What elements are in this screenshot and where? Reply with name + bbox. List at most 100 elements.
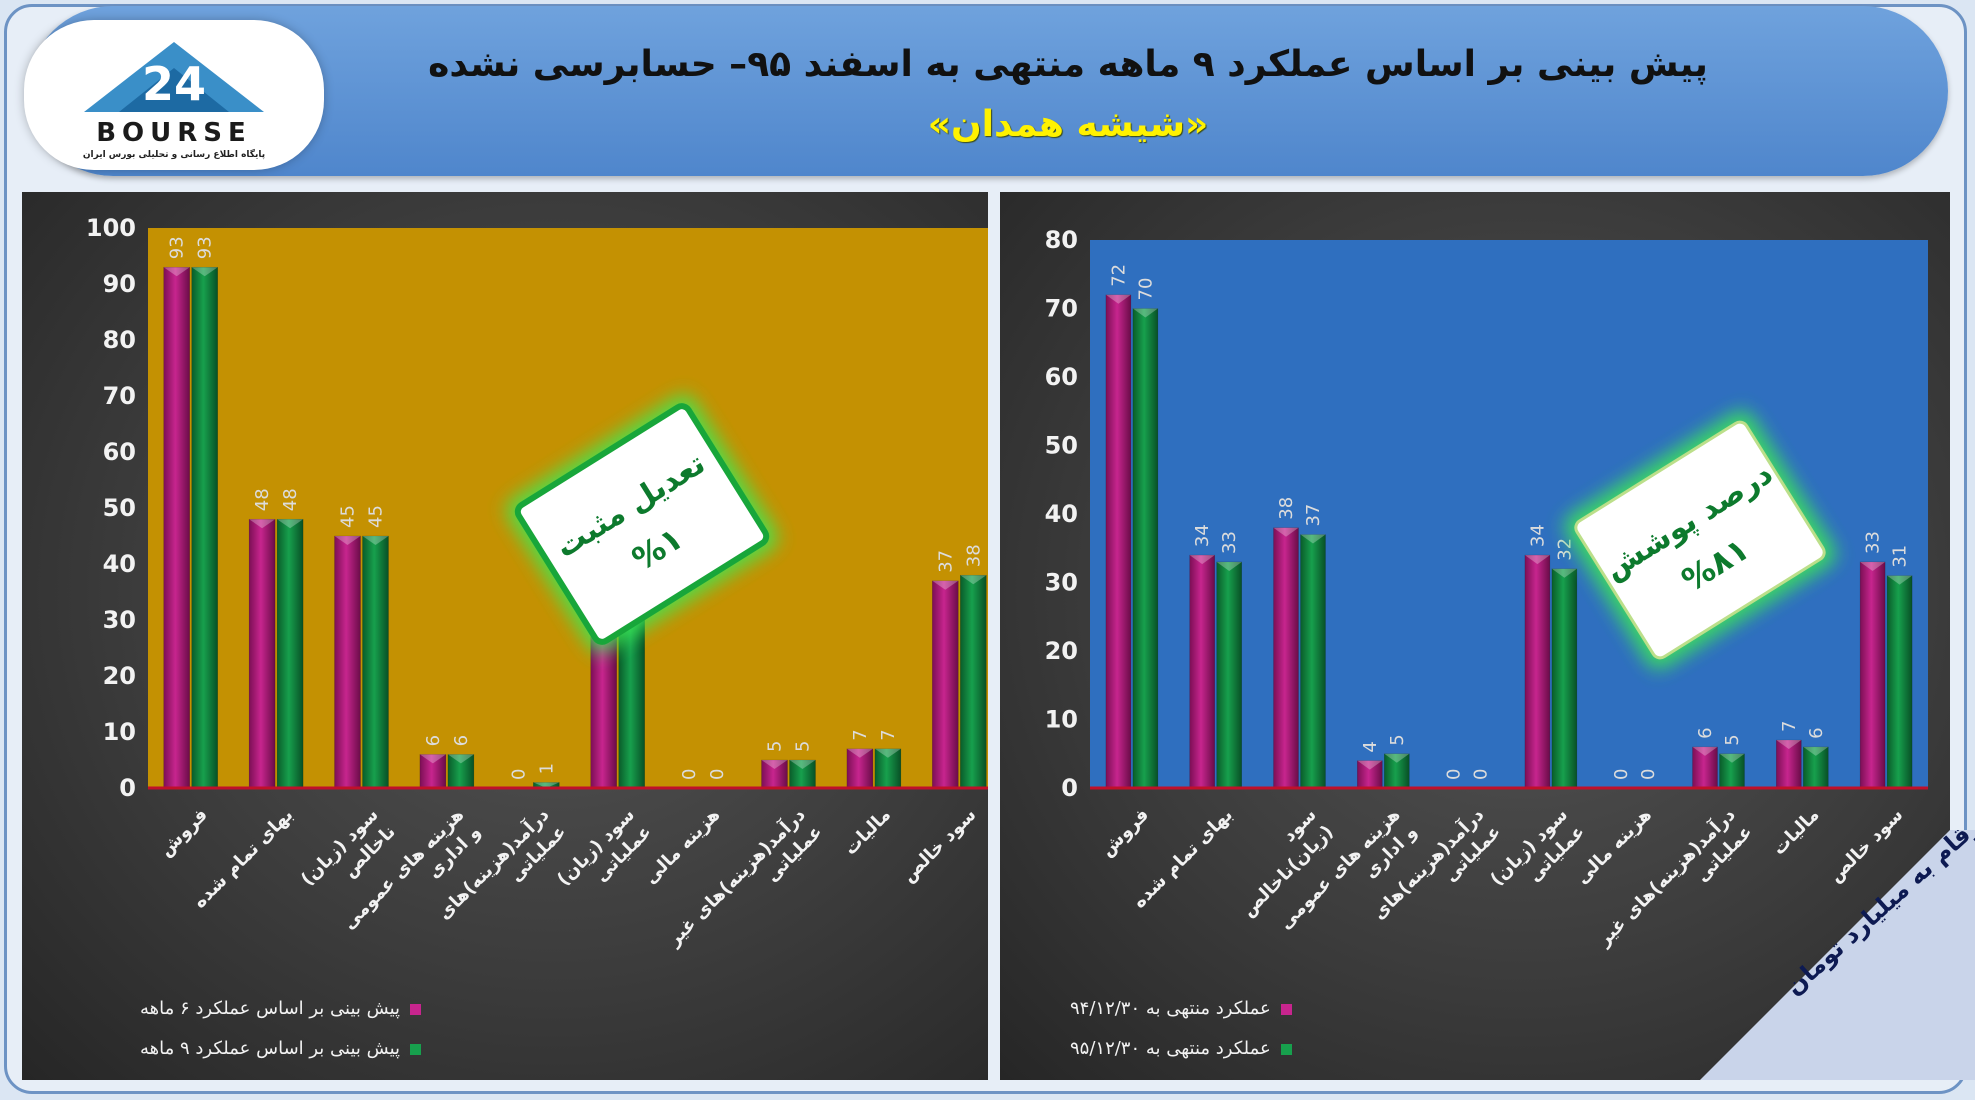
y-tick-label: 30 (1045, 569, 1078, 597)
bar (761, 759, 788, 789)
right-chart-panel: 0 10 20 30 40 50 60 70 80 72 34 38 4 0 34 0 6 7 33 70 33 37 5 0… (1000, 192, 1950, 1080)
bar (1384, 753, 1410, 789)
bar (932, 580, 959, 789)
y-tick-label: 0 (1061, 774, 1078, 802)
callout-box (514, 403, 770, 645)
bar-top-facet (1357, 760, 1383, 770)
bar (334, 535, 361, 789)
legend-label-fy94: عملکرد منتهی به ۹۴/۱۲/۳۰ (1070, 998, 1271, 1019)
data-label: 6 (423, 735, 444, 746)
data-label: 6 (1695, 727, 1716, 738)
bar (1105, 294, 1132, 789)
legend-label-nine-month: پیش بینی بر اساس عملکرد ۹ ماهه (140, 1038, 401, 1059)
bar (1719, 753, 1745, 789)
bar-top-facet (846, 748, 873, 758)
legend-item-fy94: عملکرد منتهی به ۹۴/۱۲/۳۰ (1070, 998, 1292, 1019)
data-label: 72 (1108, 264, 1129, 287)
bar-top-facet (1273, 527, 1299, 537)
y-tick-label: 10 (103, 718, 136, 746)
data-label: 4 (1360, 741, 1381, 752)
bar (1189, 554, 1215, 789)
left-bar-chart: 0102030405060708090100934845603905737934… (86, 214, 988, 951)
legend-label-six-month: پیش بینی بر اساس عملکرد ۶ ماهه (140, 998, 401, 1019)
data-label: 31 (1890, 545, 1911, 568)
y-tick-label: 40 (103, 550, 136, 578)
bar (1132, 308, 1159, 789)
header-banner: پیش بینی بر اساس عملکرد ۹ ماهه منتهی به … (28, 6, 1948, 176)
bar (1551, 568, 1578, 789)
y-tick-label: 0 (119, 774, 136, 802)
data-label: 6 (451, 735, 472, 746)
x-tick-label: هزینه مالی (1572, 804, 1656, 888)
bar (1273, 527, 1299, 789)
bar (1803, 746, 1829, 789)
data-label: 5 (1722, 734, 1743, 745)
bar-top-facet (249, 519, 276, 529)
y-tick-label: 70 (103, 382, 136, 410)
bar-top-facet (1384, 753, 1410, 763)
y-tick-label: 40 (1045, 500, 1078, 528)
x-tick-label: هزینه مالی (640, 804, 724, 888)
x-tick-label-group: هزینه مالی (1572, 804, 1656, 888)
bar-top-facet (191, 267, 218, 277)
y-tick-label: 80 (103, 326, 136, 354)
y-tick-label: 20 (103, 662, 136, 690)
legend-item-six-month: پیش بینی بر اساس عملکرد ۶ ماهه (140, 998, 422, 1019)
data-label: 93 (195, 236, 216, 259)
bar (960, 574, 987, 789)
bar-top-facet (1692, 746, 1718, 756)
callout-badge: تعدیل مثبت%۱ (506, 394, 778, 654)
x-tick-label: فروش (1097, 804, 1154, 861)
callout-badge: درصد پوشش%۸۱ (1564, 410, 1836, 670)
bar (789, 759, 816, 789)
units-note-background (1700, 830, 1975, 1080)
y-tick-label: 30 (103, 606, 136, 634)
data-label: 5 (765, 741, 786, 752)
data-label: 93 (167, 236, 188, 259)
bar-top-facet (419, 754, 446, 764)
bar-top-facet (789, 760, 816, 769)
bar-top-facet (1216, 561, 1242, 571)
bar-top-facet (533, 782, 560, 788)
data-label: 7 (1779, 721, 1800, 732)
y-tick-label: 70 (1045, 295, 1078, 323)
left-chart-panel: 0102030405060708090100934845603905737934… (22, 192, 988, 1080)
data-label: 38 (963, 544, 984, 567)
bar-top-facet (1887, 575, 1913, 585)
y-tick-label: 20 (1045, 637, 1078, 665)
data-label: 0 (1471, 769, 1492, 780)
bar-top-facet (334, 536, 361, 545)
x-tick-label-group: هزینه مالی (640, 804, 724, 888)
legend-item-fy95: عملکرد منتهی به ۹۵/۱۲/۳۰ (1070, 1038, 1292, 1059)
bar (248, 518, 276, 789)
bar-top-facet (1719, 753, 1745, 763)
bar-top-facet (1524, 555, 1550, 565)
y-tick-label: 60 (103, 438, 136, 466)
bar (163, 266, 190, 789)
data-label: 37 (935, 550, 956, 573)
y-tick-label: 80 (1045, 226, 1078, 254)
data-label: 0 (707, 769, 728, 780)
bar (1859, 561, 1886, 789)
y-tick-label: 50 (1045, 432, 1078, 460)
data-label: 0 (1444, 769, 1465, 780)
x-tick-label-group: سود (زیان)عملیاتی (1486, 804, 1589, 890)
bar-top-facet (277, 519, 304, 529)
data-label: 33 (1219, 531, 1240, 554)
logo-word: BOURSE (96, 118, 252, 148)
bar (1524, 554, 1551, 789)
data-label: 6 (1806, 727, 1827, 738)
data-label: 32 (1554, 538, 1575, 561)
bar-top-facet (1189, 555, 1215, 565)
data-label: 1 (536, 763, 557, 774)
bar-top-facet (932, 580, 959, 590)
data-label: 45 (338, 505, 359, 528)
legend-swatch-fy95 (1280, 1043, 1292, 1055)
bar (846, 748, 874, 789)
data-label: 0 (1638, 769, 1659, 780)
callout-box (1574, 420, 1826, 660)
legend-swatch-fy94 (1280, 1003, 1292, 1015)
y-tick-label: 60 (1045, 363, 1078, 391)
bar-top-facet (1551, 568, 1577, 578)
bar (1300, 534, 1326, 789)
